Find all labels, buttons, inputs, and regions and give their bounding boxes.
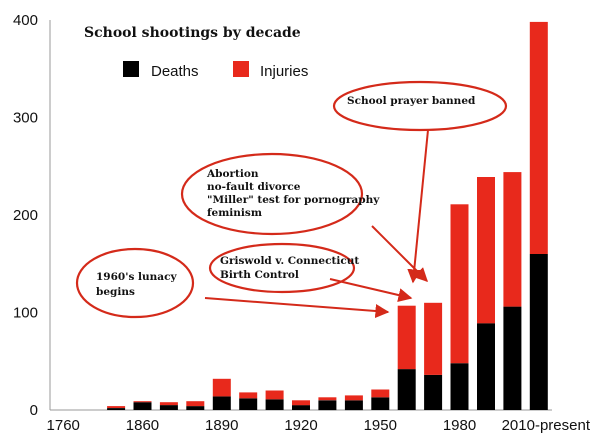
bar-injuries [212, 378, 231, 397]
legend-label-injuries: Injuries [260, 63, 308, 80]
annotation-griswold-line-1: Griswold v. Connecticut [220, 255, 359, 267]
bar-injuries [239, 392, 258, 399]
annotation-prayer-ellipse [332, 80, 508, 132]
annotation-lunacy-ellipse [75, 247, 195, 319]
bar-deaths [159, 405, 178, 410]
x-axis: 1760 1860 1890 1920 1950 1980 2010-present [47, 409, 591, 434]
bar-deaths [344, 400, 363, 411]
legend-label-deaths: Deaths [151, 63, 199, 80]
bar-deaths [450, 363, 469, 410]
bar-deaths [477, 323, 495, 410]
bar-deaths [107, 408, 126, 410]
bar-injuries [503, 172, 522, 307]
y-tick-label: 300 [13, 110, 38, 127]
x-tick-label: 1980 [443, 417, 476, 434]
legend: Deaths Injuries [123, 61, 308, 80]
bar-injuries [344, 395, 363, 401]
annotation-prayer-arrow [407, 129, 429, 284]
bar-injuries [159, 402, 178, 406]
annotation-griswold: Griswold v. Connecticut Birth Control [208, 242, 413, 302]
bar-deaths [239, 398, 258, 410]
y-tick-label: 200 [13, 207, 38, 224]
legend-swatch-injuries [233, 61, 249, 77]
bar-injuries [424, 302, 443, 375]
bar-deaths [186, 406, 205, 410]
bar-deaths [529, 254, 548, 410]
bar-deaths [212, 396, 231, 410]
annotation-lunacy-line-2: begins [96, 286, 135, 298]
bar-deaths [503, 306, 522, 410]
annotation-prayer: School prayer banned [332, 80, 508, 284]
annotation-abortion-arrow [371, 225, 428, 282]
annotation-abortion-ellipse [180, 152, 364, 236]
y-tick-label: 0 [30, 402, 38, 419]
annotation-griswold-arrow [329, 278, 413, 302]
bar-deaths [424, 374, 443, 410]
y-tick-label: 100 [13, 305, 38, 322]
bar-injuries [477, 177, 495, 324]
bar-deaths [318, 400, 337, 411]
annotation-abortion-line-3: "Miller" test for pornography [207, 194, 380, 206]
bar-injuries [450, 204, 469, 364]
annotation-lunacy-line-1: 1960's lunacy [96, 271, 177, 283]
x-tick-label: 1890 [205, 417, 238, 434]
bar-deaths [265, 399, 284, 410]
x-tick-label: 2010-present [502, 417, 591, 434]
x-tick-label: 1760 [47, 417, 80, 434]
bar-deaths [292, 405, 310, 410]
bar-deaths [133, 402, 152, 410]
annotation-griswold-ellipse [208, 242, 356, 294]
bar-injuries [107, 406, 126, 408]
annotation-abortion-line-1: Abortion [206, 168, 259, 180]
annotation-prayer-line-1: School prayer banned [347, 95, 476, 107]
x-tick-label: 1950 [364, 417, 397, 434]
bar-injuries [186, 401, 205, 407]
annotation-abortion-line-4: feminism [207, 207, 262, 219]
x-tick-label: 1920 [284, 417, 317, 434]
bar-deaths [397, 369, 416, 410]
bar-injuries [133, 401, 152, 403]
legend-swatch-deaths [123, 61, 139, 77]
bar-injuries [265, 390, 284, 400]
y-axis: 0 100 200 300 400 [13, 12, 51, 419]
bar-injuries [371, 389, 390, 398]
annotation-griswold-line-2: Birth Control [220, 269, 299, 281]
annotation-lunacy-arrow [204, 297, 390, 319]
bar-deaths [371, 397, 390, 410]
annotation-abortion-line-2: no-fault divorce [207, 181, 301, 193]
chart-title: School shootings by decade [84, 25, 301, 41]
bar-injuries [397, 305, 416, 370]
x-tick-label: 1860 [126, 417, 159, 434]
annotation-lunacy: 1960's lunacy begins [75, 247, 390, 319]
y-tick-label: 400 [13, 12, 38, 29]
bar-injuries [292, 400, 310, 406]
bar-injuries [318, 397, 337, 401]
bar-injuries [529, 21, 548, 255]
bars [107, 21, 548, 411]
